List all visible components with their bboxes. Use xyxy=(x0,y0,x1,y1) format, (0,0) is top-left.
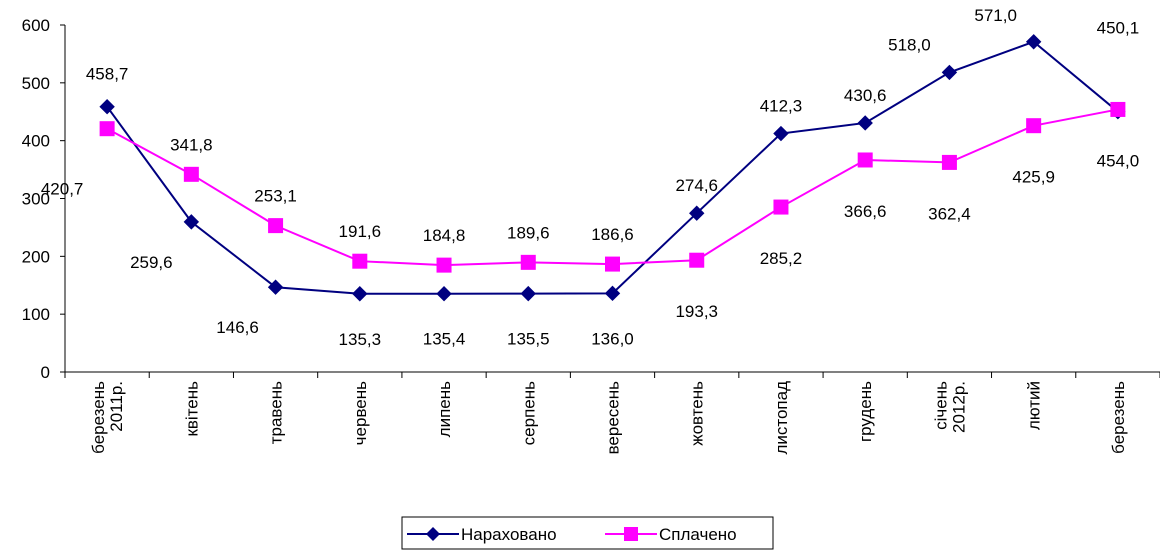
x-tick-label: липень xyxy=(435,381,454,437)
x-tick-label: жовтень xyxy=(688,381,707,446)
x-tick-label: червень xyxy=(351,381,370,445)
data-point-marker xyxy=(1026,118,1042,134)
y-tick-label: 400 xyxy=(22,132,50,151)
data-label: 420,7 xyxy=(41,180,84,199)
x-tick-label: травень xyxy=(267,381,286,444)
y-tick-label: 200 xyxy=(22,247,50,266)
data-point-marker xyxy=(99,99,115,115)
data-label: 362,4 xyxy=(928,204,971,223)
data-label: 135,5 xyxy=(507,330,550,349)
x-tick-label: листопад xyxy=(772,381,791,455)
y-tick-label: 600 xyxy=(22,16,50,35)
data-label: 274,6 xyxy=(675,176,718,195)
data-label: 518,0 xyxy=(888,35,931,54)
data-label: 253,1 xyxy=(254,187,297,206)
series-lines xyxy=(106,40,1119,295)
y-tick-label: 100 xyxy=(22,305,50,324)
data-label: 259,6 xyxy=(130,253,173,272)
x-tick-label: лютий xyxy=(1025,381,1044,430)
data-point-marker xyxy=(689,205,705,221)
series-markers xyxy=(99,34,1126,302)
data-point-marker xyxy=(520,254,536,270)
data-point-marker xyxy=(436,285,452,302)
data-label: 189,6 xyxy=(507,223,550,242)
data-point-marker xyxy=(773,199,789,215)
data-label: 454,0 xyxy=(1097,151,1140,170)
x-tick-label: 2012р. xyxy=(949,381,968,433)
y-tick-label: 500 xyxy=(22,74,50,93)
data-point-marker xyxy=(352,286,368,302)
data-point-marker xyxy=(857,152,873,168)
data-point-marker xyxy=(267,279,284,295)
data-label: 450,1 xyxy=(1097,19,1140,38)
data-point-marker xyxy=(436,257,452,273)
data-label: 186,6 xyxy=(591,225,634,244)
x-tick-label: серпень xyxy=(519,381,538,445)
data-point-marker xyxy=(857,115,873,131)
data-point-marker xyxy=(941,64,958,81)
data-label: 135,4 xyxy=(423,330,466,349)
data-point-marker xyxy=(99,121,115,137)
x-tick-label: березень xyxy=(89,381,108,454)
data-label: 412,3 xyxy=(760,97,803,116)
data-point-marker xyxy=(773,125,789,142)
y-tick-label: 0 xyxy=(41,363,50,382)
data-label: 285,2 xyxy=(760,249,803,268)
data-label: 366,6 xyxy=(844,202,887,221)
legend: Нараховано Сплачено xyxy=(401,516,774,550)
data-point-marker xyxy=(689,252,705,268)
data-point-marker xyxy=(183,166,199,182)
data-label: 191,6 xyxy=(339,222,382,241)
data-label: 146,6 xyxy=(216,318,259,337)
data-point-marker xyxy=(1110,101,1126,117)
data-label: 571,0 xyxy=(974,6,1017,25)
data-labels: 458,7 259,6 146,6 135,3 135,4 135,5 136,0 274,6… xyxy=(41,6,1139,349)
data-label: 425,9 xyxy=(1012,168,1055,187)
x-tick-label: грудень xyxy=(856,381,875,442)
data-label: 135,3 xyxy=(339,330,382,349)
data-point-marker xyxy=(605,256,620,272)
x-tick-label: вересень xyxy=(604,381,623,455)
data-point-marker xyxy=(604,285,621,302)
legend-label: Сплачено xyxy=(659,525,737,544)
x-tick-label: 2011р. xyxy=(107,381,126,432)
legend-box xyxy=(401,516,774,550)
data-label: 184,8 xyxy=(423,226,466,245)
data-label: 136,0 xyxy=(591,329,634,348)
data-point-marker xyxy=(520,285,536,302)
data-point-marker xyxy=(941,154,957,170)
data-label: 458,7 xyxy=(86,65,129,84)
x-tick-label: січень xyxy=(931,381,950,430)
data-label: 430,6 xyxy=(844,86,887,105)
legend-swatch-marker xyxy=(426,527,440,541)
data-label: 341,8 xyxy=(170,135,213,154)
legend-swatch-marker xyxy=(624,527,638,541)
series-line-accrued xyxy=(106,40,1119,295)
data-point-marker xyxy=(1025,34,1042,50)
data-point-marker xyxy=(352,253,368,269)
x-tick-label: березень xyxy=(1109,381,1128,454)
legend-label: Нараховано xyxy=(461,525,557,544)
data-point-marker xyxy=(268,218,284,234)
x-tick-label: квітень xyxy=(182,381,201,437)
data-point-marker xyxy=(183,214,200,230)
y-tick-label: 300 xyxy=(22,190,50,209)
data-label: 193,3 xyxy=(675,302,718,321)
